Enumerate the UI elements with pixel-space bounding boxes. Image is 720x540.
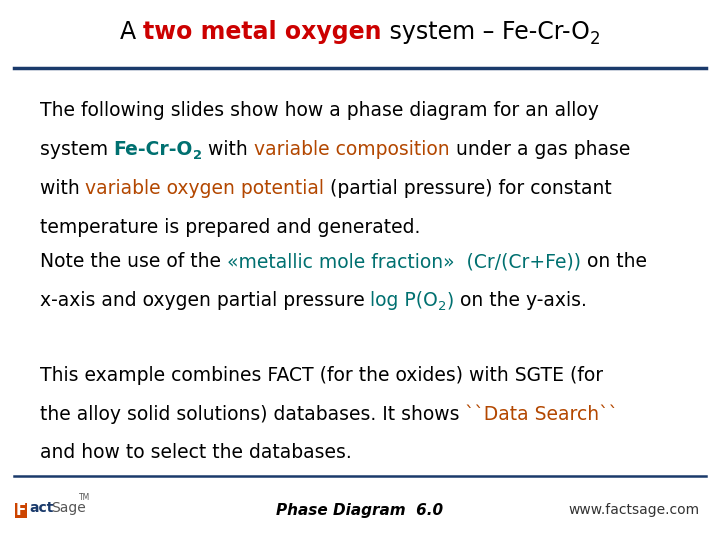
Text: Fe-Cr-O: Fe-Cr-O — [114, 140, 193, 159]
Text: «metallic mole fraction»  (Cr/(Cr+Fe)): «metallic mole fraction» (Cr/(Cr+Fe)) — [227, 252, 580, 271]
Text: act: act — [29, 501, 53, 515]
Text: under a gas phase: under a gas phase — [449, 140, 630, 159]
Text: with: with — [202, 140, 254, 159]
Text: (partial pressure) for constant: (partial pressure) for constant — [324, 179, 612, 198]
Text: with: with — [40, 179, 86, 198]
Text: 2: 2 — [193, 148, 202, 162]
Text: system: system — [40, 140, 114, 159]
Text: ``Data Search``: ``Data Search`` — [465, 404, 618, 423]
Text: 2: 2 — [438, 300, 446, 313]
Text: on the: on the — [580, 252, 647, 271]
Text: and how to select the databases.: and how to select the databases. — [40, 443, 351, 462]
Text: log P(O: log P(O — [370, 291, 438, 310]
Text: Note the use of the: Note the use of the — [40, 252, 227, 271]
Text: ): ) — [446, 291, 454, 310]
Text: F: F — [16, 503, 26, 518]
Text: The following slides show how a phase diagram for an alloy: The following slides show how a phase di… — [40, 101, 598, 120]
Text: variable oxygen potential: variable oxygen potential — [86, 179, 324, 198]
Text: temperature is prepared and generated.: temperature is prepared and generated. — [40, 218, 420, 237]
Text: on the y-axis.: on the y-axis. — [454, 291, 587, 310]
Text: Phase Diagram  6.0: Phase Diagram 6.0 — [276, 503, 444, 518]
Text: www.factsage.com: www.factsage.com — [569, 503, 700, 517]
Text: variable composition: variable composition — [254, 140, 449, 159]
Text: This example combines FACT (for the oxides) with SGTE (for: This example combines FACT (for the oxid… — [40, 366, 603, 384]
Text: system – Fe-Cr-O: system – Fe-Cr-O — [382, 20, 590, 44]
Text: two metal oxygen: two metal oxygen — [143, 20, 382, 44]
Text: TM: TM — [79, 492, 90, 502]
Text: A: A — [120, 20, 143, 44]
Text: 2: 2 — [590, 30, 600, 48]
Text: Sage: Sage — [51, 501, 86, 515]
Text: x-axis and oxygen partial pressure: x-axis and oxygen partial pressure — [40, 291, 370, 310]
Bar — [15, 503, 27, 518]
Text: the alloy solid solutions) databases. It shows: the alloy solid solutions) databases. It… — [40, 404, 465, 423]
